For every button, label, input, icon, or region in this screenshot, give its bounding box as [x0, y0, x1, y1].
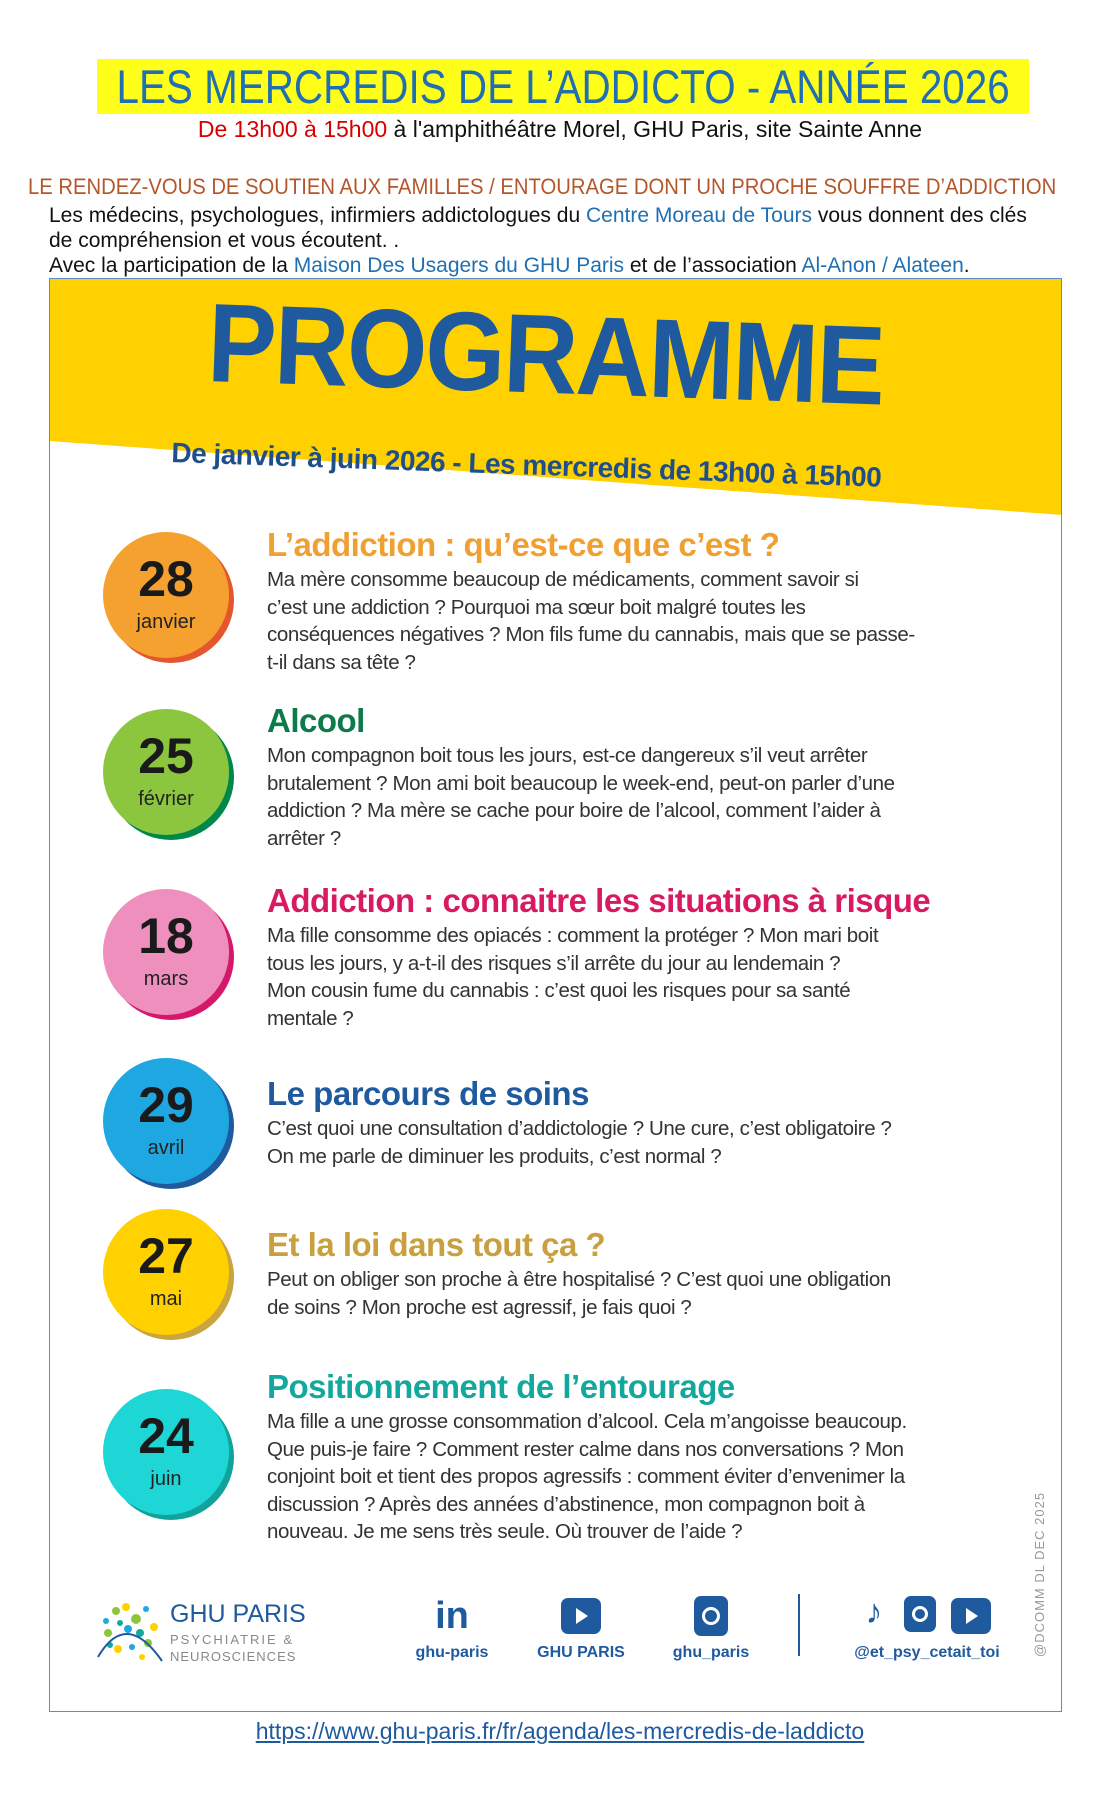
session-title: Le parcours de soins	[267, 1075, 589, 1112]
ghu-logo-icon	[97, 1603, 163, 1662]
session-description-line: brutalement ? Mon ami boit beaucoup le w…	[267, 771, 895, 795]
session-description-line: de soins ? Mon proche est agressif, je f…	[267, 1295, 692, 1319]
session-description-line: discussion ? Après des années d’abstinen…	[267, 1492, 865, 1516]
date-day: 24	[138, 1408, 194, 1464]
linkedin-label[interactable]: ghu-paris	[415, 1644, 489, 1661]
agenda-link[interactable]: https://www.ghu-paris.fr/fr/agenda/les-m…	[255, 1718, 865, 1744]
date-day: 28	[138, 551, 194, 607]
intro-line-3: Avec la participation de la Maison Des U…	[49, 253, 970, 278]
date-badge: 25 février	[103, 709, 229, 835]
footer-divider	[798, 1594, 800, 1656]
date-badge: 18 mars	[103, 889, 229, 1015]
session-description-line: Que puis-je faire ? Comment rester calme…	[267, 1437, 904, 1461]
session-description-line: C’est quoi une consultation d’addictolog…	[267, 1117, 892, 1140]
logo-sub-1: PSYCHIATRIE &	[170, 1632, 295, 1647]
time-range: De 13h00 à 15h00	[197, 116, 388, 142]
programme-title: PROGRAMME	[205, 279, 886, 429]
intro-text: Avec la participation de la	[49, 254, 294, 277]
instagram-icon[interactable]	[694, 1596, 728, 1636]
session-description-line: t-il dans sa tête ?	[267, 650, 416, 674]
intro-line-1: Les médecins, psychologues, infirmiers a…	[49, 203, 1027, 228]
schedule-line: De 13h00 à 15h00 à l'amphithéâtre Morel,…	[0, 116, 1120, 143]
youtube-icon-2[interactable]	[951, 1598, 991, 1634]
instagram-icon-2[interactable]	[904, 1596, 936, 1632]
date-month: juin	[150, 1468, 182, 1490]
ghu-logo: GHU PARIS PSYCHIATRIE & NEUROSCIENCES	[96, 1599, 306, 1670]
session-description-line: mentale ?	[267, 1006, 354, 1030]
agenda-url: https://www.ghu-paris.fr/fr/agenda/les-m…	[0, 1718, 1120, 1745]
date-badge: 28 janvier	[103, 532, 229, 658]
session-title: Alcool	[267, 702, 365, 739]
session-title: Addiction : connaitre les situations à r…	[267, 882, 931, 919]
session-title: Positionnement de l’entourage	[267, 1368, 735, 1405]
location: à l'amphithéâtre Morel, GHU Paris, site …	[387, 116, 923, 142]
session-description-line: nouveau. Je me sens très seule. Où trouv…	[267, 1520, 743, 1543]
tiktok-icon[interactable]: ♪	[865, 1593, 883, 1631]
maison-usagers-link[interactable]: Maison Des Usagers du GHU Paris	[293, 254, 625, 277]
session-description-line: conjoint boit et tient des propos agress…	[267, 1465, 905, 1488]
session-description-line: Mon cousin fume du cannabis : c’est quoi…	[267, 979, 851, 1002]
youtube-icon[interactable]	[561, 1598, 601, 1634]
logo-name: GHU PARIS	[170, 1600, 306, 1628]
intro-text: Les médecins, psychologues, infirmiers a…	[49, 204, 586, 227]
date-month: février	[138, 788, 194, 810]
date-badge: 27 mai	[103, 1209, 229, 1335]
intro-text: et de l’association	[624, 254, 802, 277]
intro-line-2: de compréhension et vous écoutent. .	[49, 229, 400, 252]
intro-text: .	[963, 254, 970, 277]
session-description-line: Peut on obliger son proche à être hospit…	[267, 1268, 891, 1291]
youtube-label[interactable]: GHU PARIS	[537, 1644, 625, 1661]
session-description-line: arrêter ?	[267, 826, 341, 850]
watermark: @DCOMM DL DEC 2025	[1032, 1491, 1047, 1657]
session-description-line: addiction ? Ma mère se cache pour boire …	[267, 799, 881, 822]
session-description-line: Ma mère consomme beaucoup de médicaments…	[267, 568, 859, 591]
date-month: janvier	[136, 611, 196, 633]
linkedin-icon[interactable]: in	[435, 1595, 469, 1637]
instagram-label[interactable]: ghu_paris	[672, 1644, 750, 1661]
date-month: mai	[149, 1288, 183, 1310]
date-day: 25	[138, 728, 194, 784]
intro-text: vous donnent des clés	[812, 204, 1027, 227]
centre-moreau-link[interactable]: Centre Moreau de Tours	[585, 204, 813, 227]
session-description-line: Ma fille consomme des opiacés : comment …	[267, 924, 879, 947]
session-title: L’addiction : qu’est-ce que c’est ?	[267, 526, 780, 563]
session-description-line: conséquences négatives ? Mon fils fume d…	[267, 623, 915, 646]
title-text: LES MERCREDIS DE L’ADDICTO - ANNÉE 2026	[116, 60, 1010, 113]
date-month: avril	[147, 1137, 185, 1159]
logo-sub-2: NEUROSCIENCES	[170, 1649, 297, 1664]
session-title: Et la loi dans tout ça ?	[267, 1226, 606, 1263]
session-description-line: c’est une addiction ? Pourquoi ma sœur b…	[267, 595, 806, 619]
al-anon-link[interactable]: Al-Anon / Alateen	[801, 254, 964, 277]
session-description-line: Mon compagnon boit tous les jours, est-c…	[267, 744, 868, 767]
session-description-line: On me parle de diminuer les produits, c’…	[267, 1144, 722, 1168]
date-month: mars	[143, 968, 189, 990]
tagline: LE RENDEZ-VOUS DE SOUTIEN AUX FAMILLES /…	[28, 174, 1057, 199]
session-description-line: tous les jours, y a-t-il des risques s’i…	[267, 951, 841, 975]
psy-account-label[interactable]: @et_psy_cetait_toi	[854, 1644, 1000, 1661]
date-day: 27	[138, 1228, 194, 1284]
date-day: 18	[138, 908, 194, 964]
date-badge: 29 avril	[103, 1058, 229, 1184]
date-day: 29	[138, 1077, 194, 1133]
date-badge: 24 juin	[103, 1389, 229, 1515]
session-description-line: Ma fille a une grosse consommation d’alc…	[267, 1410, 907, 1433]
page-title: LES MERCREDIS DE L’ADDICTO - ANNÉE 2026	[97, 59, 1029, 114]
programme-poster: PROGRAMME De janvier à juin 2026 - Les m…	[49, 278, 1062, 1712]
